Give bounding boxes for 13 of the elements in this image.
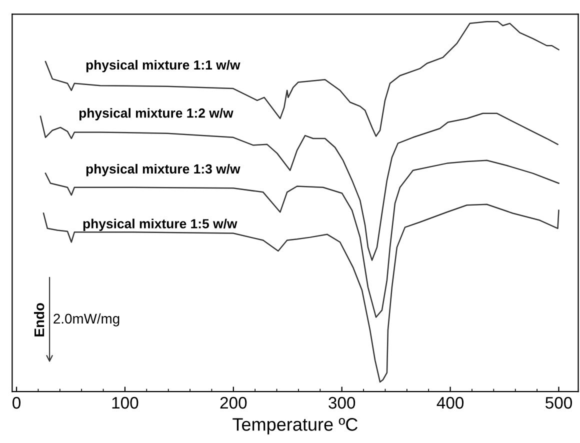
x-axis-title: Temperature ºC — [232, 418, 358, 434]
x-tick-label: 500 — [546, 396, 572, 409]
x-tick-label: 400 — [436, 396, 464, 409]
x-tick-label: 0 — [12, 396, 20, 409]
series-label: physical mixture 1:3 w/w — [86, 164, 240, 176]
x-tick-label: 100 — [112, 396, 138, 409]
series-label: physical mixture 1:5 w/w — [83, 218, 238, 232]
annotation: 2.0mW/mg — [54, 313, 120, 326]
x-tick-label: 200 — [220, 396, 247, 409]
series-label: physical mixture 1:2 w/w — [79, 108, 234, 120]
series-label: physical mixture 1:1 w/w — [86, 60, 240, 72]
annotation: Endo — [34, 303, 44, 336]
x-tick-label: 300 — [328, 396, 356, 409]
